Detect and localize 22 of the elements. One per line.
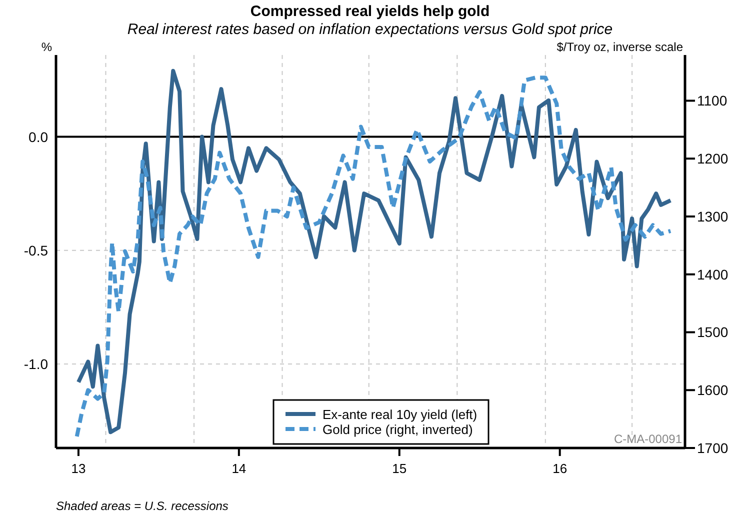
legend-label: Gold price (right, inverted) bbox=[322, 422, 473, 437]
y-tick-label: -1.0 bbox=[24, 356, 48, 372]
x-tick-label: 14 bbox=[232, 461, 246, 476]
y2-tick-label: 1300 bbox=[697, 208, 728, 224]
y2-tick-label: 1400 bbox=[697, 266, 728, 282]
y2-axis-title: $/Troy oz, inverse scale bbox=[556, 40, 684, 54]
y-tick-label: 0.0 bbox=[28, 128, 48, 145]
annotation: C-MA-00091 bbox=[614, 432, 682, 446]
chart-subtitle: Real interest rates based on inflation expectations versus Gold spot price bbox=[127, 21, 613, 38]
chart-title: Compressed real yields help gold bbox=[250, 3, 490, 20]
x-tick-label: 13 bbox=[71, 461, 86, 476]
y2-tick-label: 1500 bbox=[697, 324, 728, 340]
x-tick-label: 15 bbox=[392, 461, 407, 476]
text: Shaded areas = U.S. recessions bbox=[56, 499, 228, 513]
legend-label: Ex-ante real 10y yield (left) bbox=[322, 407, 478, 422]
y2-tick-label: 1700 bbox=[697, 440, 728, 456]
y2-tick-label: 1200 bbox=[697, 150, 728, 167]
y-axis-title: % bbox=[41, 40, 52, 54]
y2-tick-label: 1600 bbox=[697, 382, 728, 398]
y2-tick-label: 1100 bbox=[697, 92, 728, 109]
x-tick-label: 16 bbox=[552, 461, 568, 476]
y-tick-label: -0.5 bbox=[24, 242, 48, 258]
